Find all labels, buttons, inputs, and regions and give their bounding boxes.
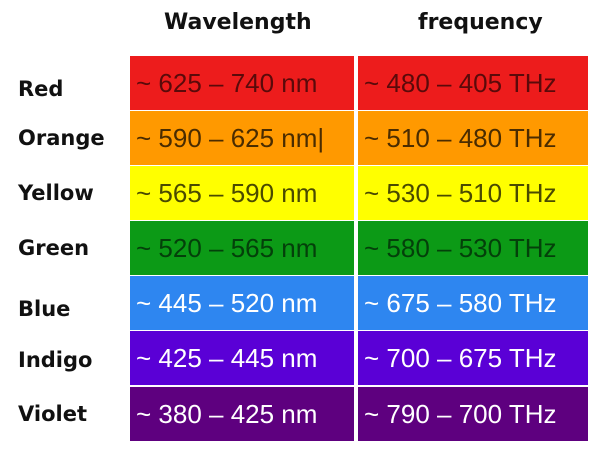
frequency-cell: ~ 480 – 405 THz	[358, 56, 588, 110]
wavelength-cell: ~ 565 – 590 nm	[130, 166, 354, 220]
wavelength-cell: ~ 445 – 520 nm	[130, 276, 354, 330]
wavelength-cell: ~ 590 – 625 nm|	[130, 111, 354, 165]
table-row-blue: Blue ~ 445 – 520 nm ~ 675 – 580 THz	[0, 276, 606, 330]
frequency-cell: ~ 700 – 675 THz	[358, 331, 588, 385]
row-label: Yellow	[18, 181, 94, 205]
row-label: Blue	[18, 297, 71, 321]
wavelength-cell: ~ 425 – 445 nm	[130, 331, 354, 385]
wavelength-cell: ~ 520 – 565 nm	[130, 221, 354, 275]
frequency-cell: ~ 580 – 530 THz	[358, 221, 588, 275]
table-row-orange: Orange ~ 590 – 625 nm| ~ 510 – 480 THz	[0, 111, 606, 165]
table-row-green: Green ~ 520 – 565 nm ~ 580 – 530 THz	[0, 221, 606, 275]
row-label: Red	[18, 77, 64, 101]
wavelength-cell: ~ 625 – 740 nm	[130, 56, 354, 110]
table-row-red: Red ~ 625 – 740 nm ~ 480 – 405 THz	[0, 56, 606, 110]
frequency-cell: ~ 675 – 580 THz	[358, 276, 588, 330]
table-row-indigo: Indigo ~ 425 – 445 nm ~ 700 – 675 THz	[0, 331, 606, 385]
row-label: Green	[18, 236, 90, 260]
frequency-cell: ~ 530 – 510 THz	[358, 166, 588, 220]
row-label: Violet	[18, 402, 87, 426]
frequency-header: frequency	[418, 10, 543, 35]
table-row-yellow: Yellow ~ 565 – 590 nm ~ 530 – 510 THz	[0, 166, 606, 220]
wavelength-cell: ~ 380 – 425 nm	[130, 387, 354, 441]
frequency-cell: ~ 790 – 700 THz	[358, 387, 588, 441]
frequency-cell: ~ 510 – 480 THz	[358, 111, 588, 165]
table-row-violet: Violet ~ 380 – 425 nm ~ 790 – 700 THz	[0, 387, 606, 441]
row-label: Orange	[18, 126, 105, 150]
wavelength-header: Wavelength	[164, 10, 312, 35]
row-label: Indigo	[18, 348, 93, 372]
